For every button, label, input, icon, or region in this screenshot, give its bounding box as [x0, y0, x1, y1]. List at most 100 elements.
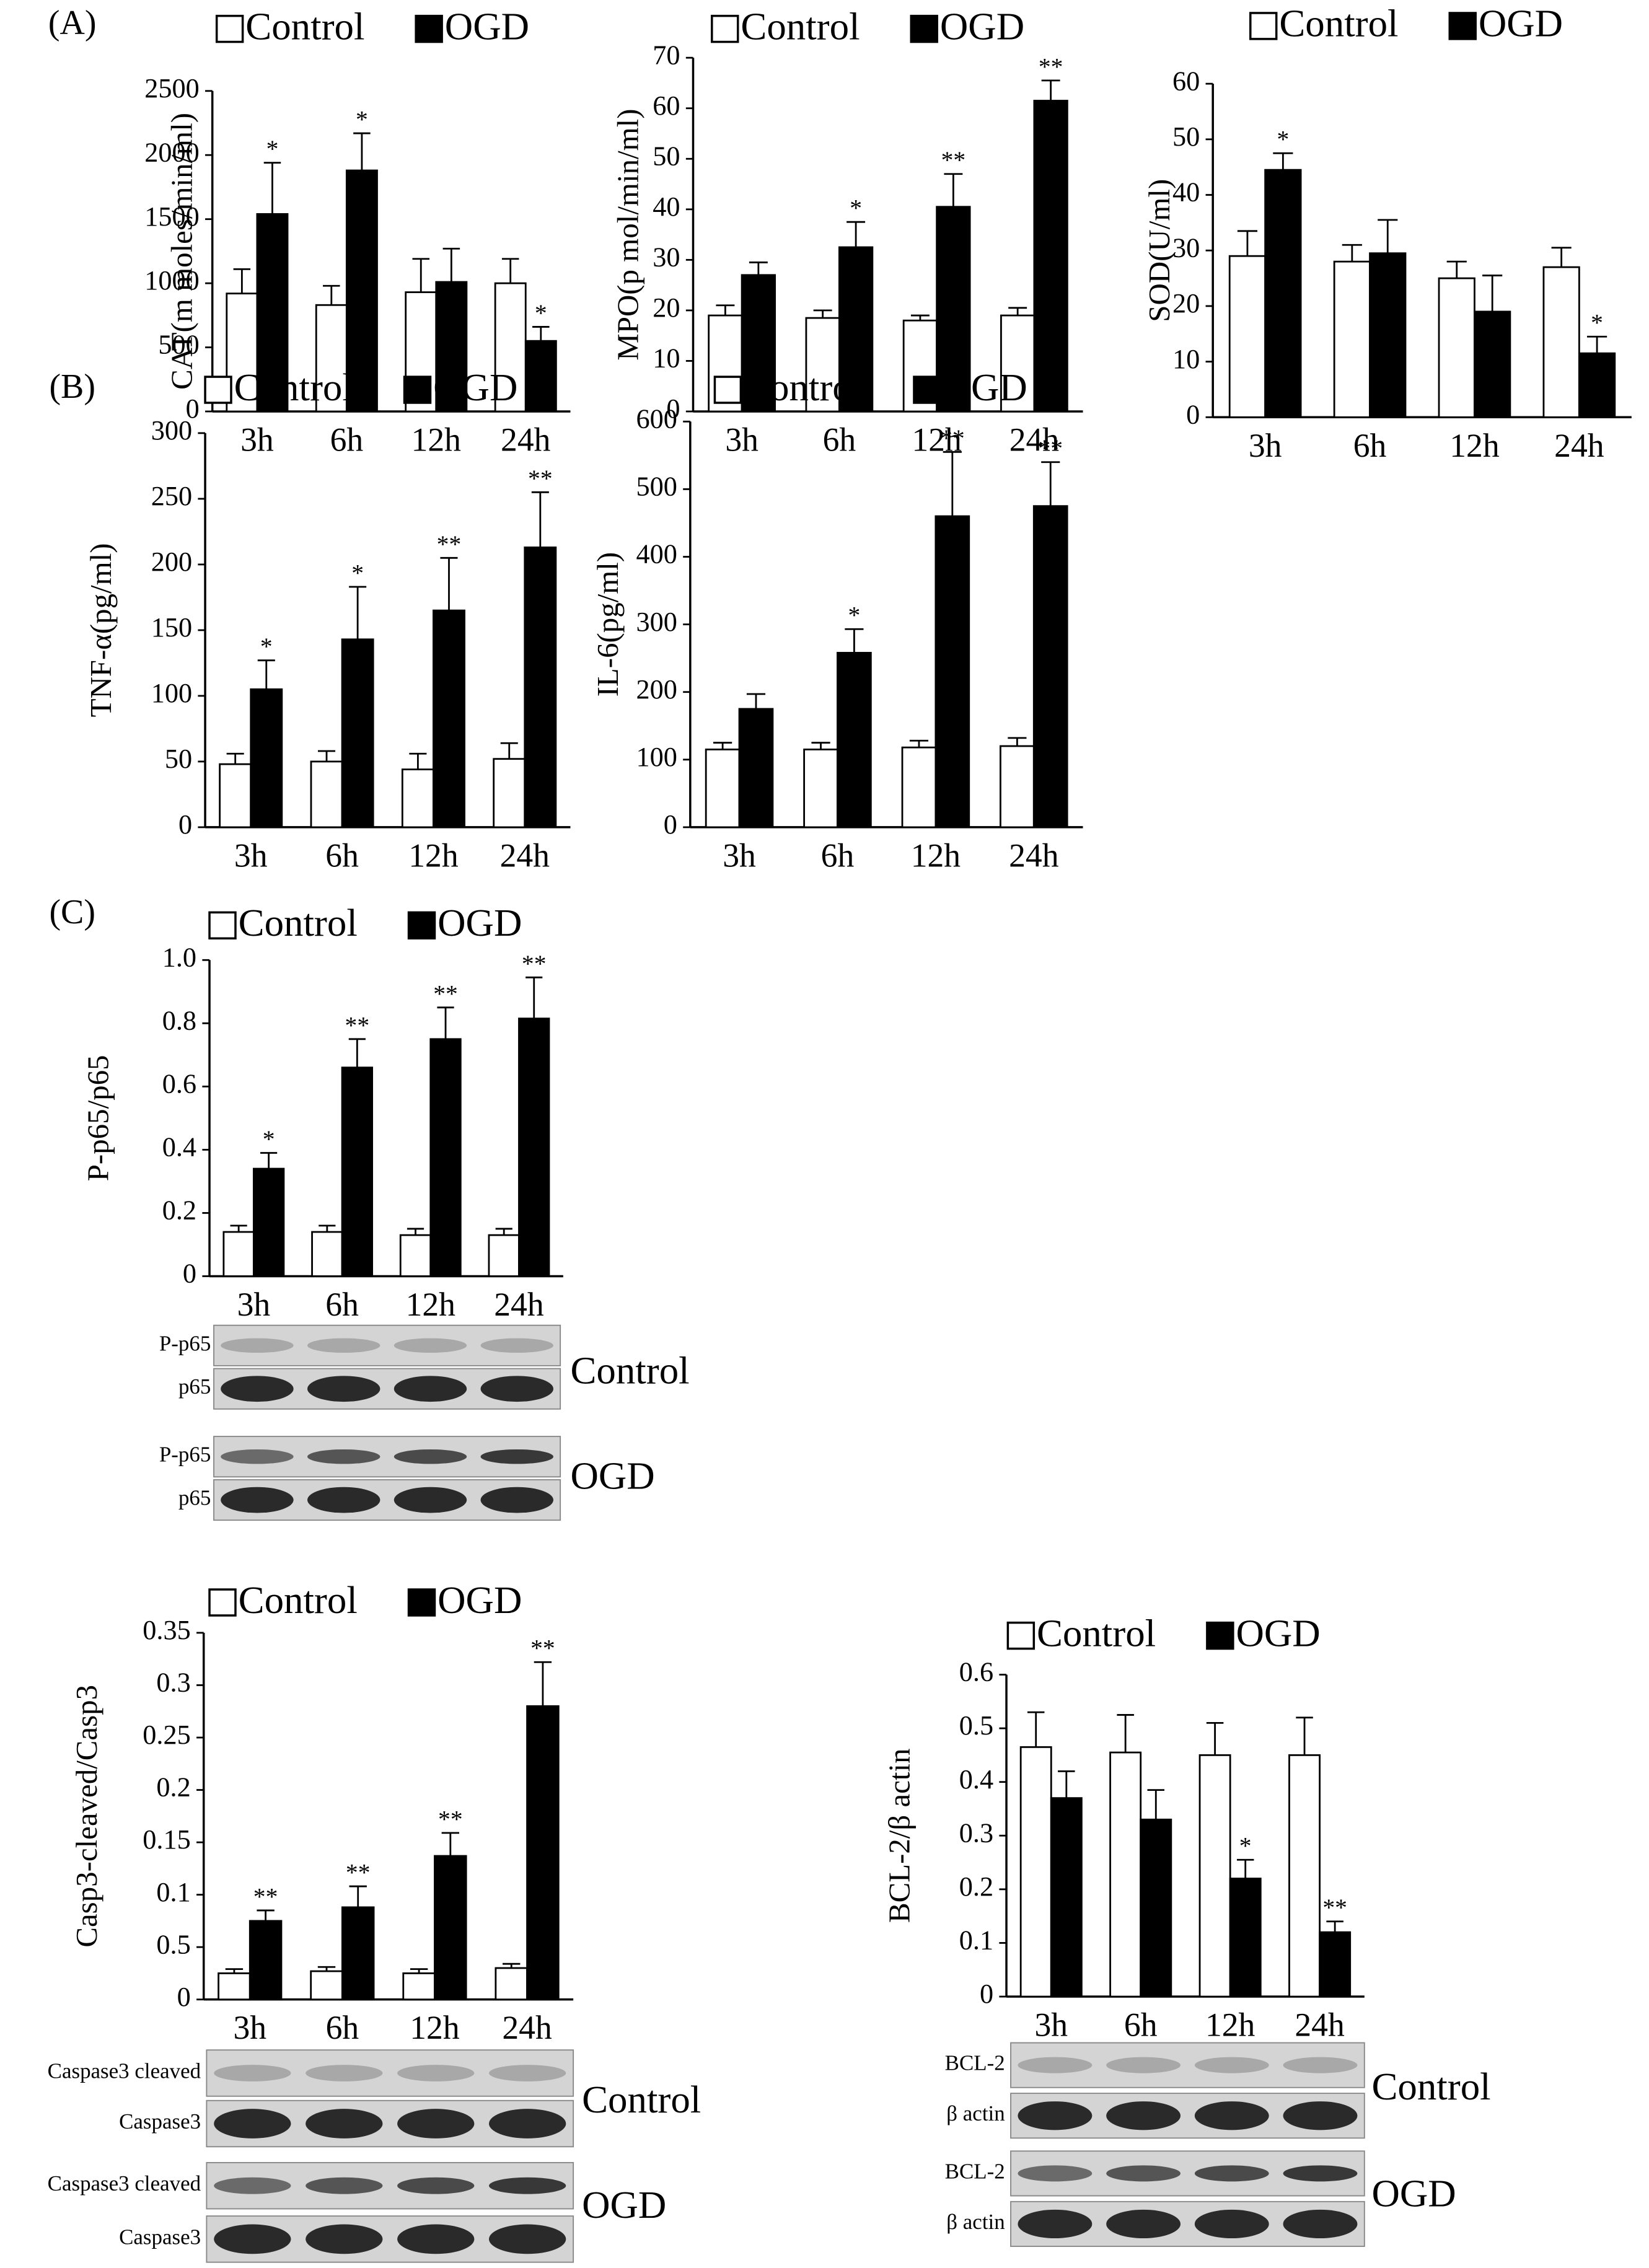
blot-band	[1018, 2101, 1093, 2130]
bar	[429, 1038, 462, 1277]
blot-row-label: β actin	[946, 2210, 1005, 2234]
y-tick-label: 0	[666, 393, 680, 424]
blot-band	[397, 2177, 475, 2194]
error-bar	[412, 258, 429, 292]
x-tick-label: 24h	[501, 421, 551, 459]
bar	[311, 1231, 343, 1277]
bar	[805, 317, 840, 413]
error-bar	[1237, 230, 1258, 257]
error-bar	[1296, 1716, 1313, 1756]
error-bar	[525, 976, 543, 1019]
legend-label: OGD	[433, 366, 517, 409]
error-bar	[407, 1228, 424, 1236]
y-tick-label: 400	[636, 539, 677, 569]
error-bar	[1041, 79, 1060, 101]
error-bar	[410, 1968, 428, 1974]
y-tick-label: 2000	[144, 137, 199, 167]
bar	[495, 1967, 528, 2001]
y-axis-label: MPO(p mol/min/ml)	[611, 108, 645, 360]
legend-label: Control	[1279, 2, 1398, 45]
blot-group-label: Control	[582, 2078, 701, 2121]
y-axis-label: P-p65/p65	[81, 1055, 115, 1181]
bar	[741, 274, 776, 413]
y-tick-label: 60	[653, 90, 680, 121]
x-tick-label: 3h	[1034, 2006, 1068, 2044]
error-bar	[532, 326, 550, 341]
x-tick-label: 24h	[1009, 421, 1060, 459]
bar	[1578, 352, 1616, 418]
blot-band	[214, 2177, 291, 2194]
y-tick-label: 300	[636, 607, 677, 637]
legend-swatch	[913, 376, 941, 404]
legend-swatch	[403, 376, 432, 404]
panel-label: (C)	[49, 893, 95, 931]
y-axis-label: SOD(U/ml)	[1142, 179, 1176, 322]
error-bar	[944, 173, 963, 207]
error-bar	[257, 659, 275, 690]
blot-group-label: OGD	[1371, 2171, 1456, 2215]
x-tick-label: 12h	[911, 837, 961, 874]
bar	[1019, 1746, 1052, 1998]
y-tick-label: 50	[165, 744, 192, 774]
x-tick-label: 12h	[406, 1286, 456, 1323]
x-tick-label: 12h	[1449, 427, 1500, 464]
y-tick-label: 30	[653, 242, 680, 273]
y-tick-label: 0.1	[156, 1877, 190, 1907]
y-tick-label: 1.0	[162, 942, 196, 972]
significance-marker: *	[351, 559, 364, 586]
blot-band	[306, 2177, 383, 2194]
y-tick-label: 0.2	[162, 1195, 196, 1226]
x-tick-label: 6h	[821, 837, 855, 874]
bar	[1288, 1754, 1321, 1998]
error-bar	[503, 1963, 521, 1968]
bar	[494, 282, 527, 413]
y-tick-label: 1000	[144, 265, 199, 296]
error-bar	[1326, 1920, 1343, 1933]
y-tick-label: 0.35	[143, 1615, 190, 1645]
error-bar	[353, 132, 371, 171]
error-bar	[811, 742, 830, 750]
blot-group-label: OGD	[582, 2183, 666, 2226]
y-axis-label: IL-6(pg/ml)	[591, 552, 625, 697]
blot-band	[1018, 2057, 1093, 2073]
y-tick-label: 500	[158, 330, 199, 360]
blot-band	[489, 2109, 566, 2138]
x-tick-label: 12h	[411, 421, 462, 459]
legend-swatch	[711, 14, 739, 43]
x-tick-label: 12h	[410, 2009, 460, 2046]
y-tick-label: 1500	[144, 201, 199, 232]
legend-label: OGD	[438, 901, 522, 944]
blot-band	[306, 2224, 383, 2254]
significance-marker: *	[1591, 309, 1603, 336]
bar	[401, 768, 434, 829]
x-tick-label: 3h	[1249, 427, 1282, 464]
y-tick-label: 0.25	[143, 1720, 190, 1750]
x-tick-label: 24h	[502, 2009, 552, 2046]
significance-marker: **	[1322, 1894, 1347, 1921]
error-bar	[442, 247, 460, 283]
blot-row-label: p65	[178, 1374, 211, 1399]
blot-band	[307, 1338, 380, 1353]
bar	[1000, 745, 1035, 829]
y-tick-label: 0.6	[162, 1069, 196, 1099]
legend-label: Control	[239, 1578, 358, 1622]
legend-label: Control	[234, 366, 353, 409]
blot-group-label: Control	[1371, 2065, 1490, 2108]
bar	[402, 1972, 436, 2001]
significance-marker: **	[522, 950, 547, 977]
error-bar	[349, 586, 367, 640]
blot-band	[1106, 2209, 1181, 2239]
bar	[488, 1234, 520, 1277]
error-bar	[260, 1152, 278, 1169]
significance-marker: *	[850, 195, 862, 222]
bar	[524, 546, 557, 829]
blot-band	[480, 1338, 553, 1353]
significance-marker: *	[263, 1125, 275, 1153]
error-bar	[910, 314, 930, 321]
y-tick-label: 0	[186, 393, 200, 424]
x-tick-label: 6h	[1353, 427, 1387, 464]
legend-label: Control	[744, 366, 863, 409]
significance-marker: **	[438, 1805, 463, 1832]
error-bar	[317, 1966, 336, 1972]
legend-swatch	[215, 14, 244, 43]
